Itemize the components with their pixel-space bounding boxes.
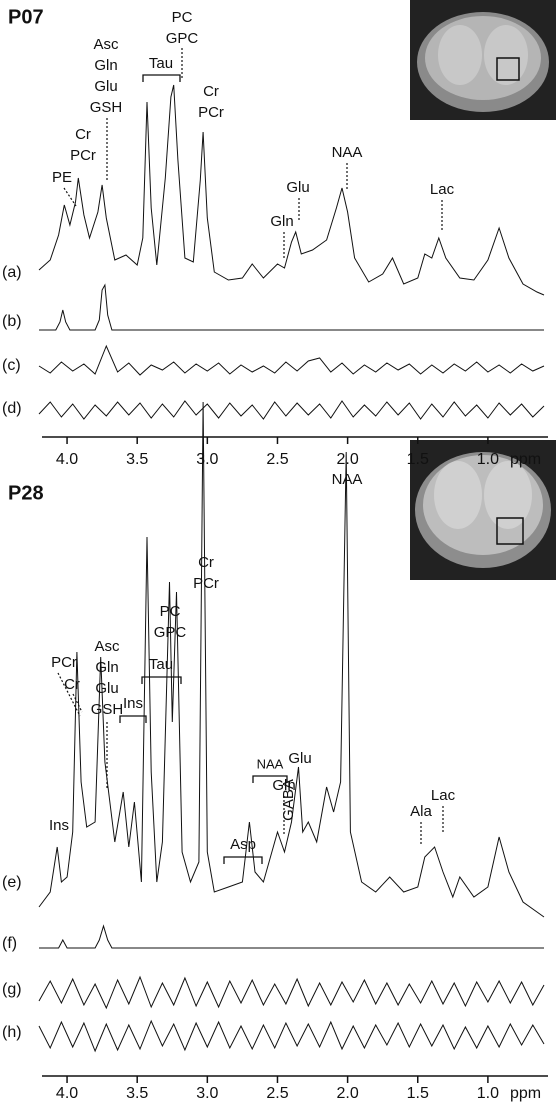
- spectrum-line: [38, 401, 545, 918]
- panel-title: P28: [8, 482, 44, 504]
- x-tick-label: 2.5: [266, 1085, 288, 1102]
- peak-label: Cr: [203, 83, 219, 100]
- x-axis-label: ppm: [510, 451, 541, 468]
- peak-label: Ins: [123, 695, 143, 712]
- peak-label: NAA: [257, 756, 284, 771]
- peak-label: GSH: [91, 701, 124, 718]
- x-tick-label: 3.5: [126, 1085, 148, 1102]
- peak-label: Glu: [95, 680, 118, 697]
- peak-label: Glu: [94, 78, 117, 95]
- spectrum-line: [39, 283, 544, 331]
- peak-label: Lac: [431, 787, 456, 804]
- leader-line: [72, 693, 83, 713]
- peak-label: Cr: [75, 126, 91, 143]
- x-tick-label: 3.0: [196, 451, 218, 468]
- x-tick-label: 1.0: [477, 1085, 499, 1102]
- peak-label: GPC: [166, 30, 199, 47]
- spectrum-line: [38, 344, 545, 376]
- trace-label: (g): [2, 981, 22, 998]
- peak-label: Gln: [94, 57, 117, 74]
- peak-label: PCr: [70, 147, 96, 164]
- trace-label: (f): [2, 935, 17, 952]
- peak-label: PC: [160, 603, 181, 620]
- peak-label: Lac: [430, 181, 455, 198]
- peak-label: Cr: [64, 676, 80, 693]
- x-tick-label: 2.0: [336, 451, 358, 468]
- x-tick-label: 4.0: [56, 1085, 78, 1102]
- trace-label: (h): [2, 1024, 22, 1041]
- spectrum-line: [38, 84, 545, 296]
- x-tick-label: 2.5: [266, 451, 288, 468]
- peak-label: NAA: [332, 471, 363, 488]
- trace-label: (d): [2, 400, 22, 417]
- x-tick-label: 1.0: [477, 451, 499, 468]
- peak-label: Gln: [270, 213, 293, 230]
- peak-label: Tau: [149, 55, 173, 72]
- spectrum-line: [39, 924, 544, 949]
- peak-label: PE: [52, 169, 72, 186]
- bracket: [141, 676, 182, 684]
- trace-label: (b): [2, 313, 22, 330]
- peak-label: Asc: [94, 638, 120, 655]
- x-tick-label: 1.5: [407, 451, 429, 468]
- peak-label: PC: [172, 9, 193, 26]
- peak-label: Tau: [149, 656, 173, 673]
- peak-label: Ala: [410, 803, 432, 820]
- x-tick-label: 4.0: [56, 451, 78, 468]
- peak-label: Glu: [286, 179, 309, 196]
- peak-label: Asc: [93, 36, 119, 53]
- peak-label: PCr: [198, 104, 224, 121]
- peak-label: Asp: [230, 836, 256, 853]
- peak-label: Cr: [198, 554, 214, 571]
- bracket: [142, 74, 181, 82]
- panel-title: P07: [8, 6, 44, 28]
- leader-line: [63, 187, 77, 207]
- peak-label: GABA: [280, 779, 297, 821]
- spectrum-line: [38, 975, 545, 1010]
- peak-label: PCr: [51, 654, 77, 671]
- x-tick-label: 1.5: [407, 1085, 429, 1102]
- peak-label: Gln: [272, 777, 295, 794]
- bracket: [223, 856, 263, 864]
- mri-image-p07: [410, 0, 556, 120]
- bracket: [252, 775, 288, 783]
- peak-label: PCr: [193, 575, 219, 592]
- peak-label: Glu: [288, 750, 311, 767]
- mri-image-p28: [410, 440, 556, 580]
- trace-label: (a): [2, 264, 22, 281]
- bracket: [119, 715, 147, 723]
- peak-label: Ins: [49, 817, 69, 834]
- spectrum-line: [38, 400, 545, 420]
- peak-label: Gln: [95, 659, 118, 676]
- trace-label: (c): [2, 357, 21, 374]
- leader-line: [57, 672, 81, 717]
- trace-label: (e): [2, 874, 22, 891]
- peak-label: NAA: [332, 144, 363, 161]
- x-axis-label: ppm: [510, 1085, 541, 1102]
- x-tick-label: 2.0: [336, 1085, 358, 1102]
- peak-label: GSH: [90, 99, 123, 116]
- x-tick-label: 3.0: [196, 1085, 218, 1102]
- peak-label: GPC: [154, 624, 187, 641]
- x-tick-label: 3.5: [126, 451, 148, 468]
- spectrum-line: [38, 1019, 545, 1053]
